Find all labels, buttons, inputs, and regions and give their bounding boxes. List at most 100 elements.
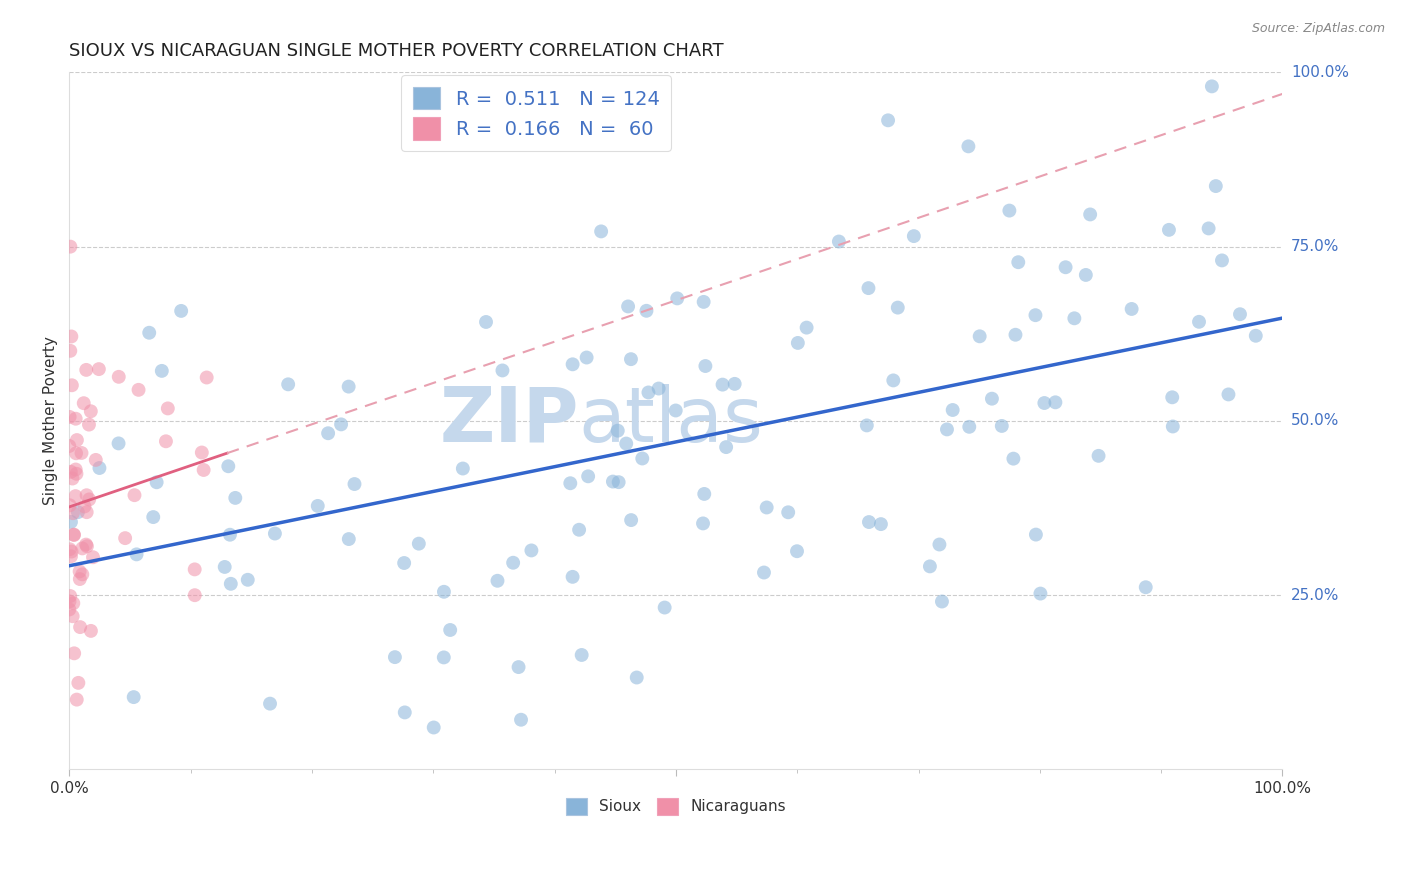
Point xyxy=(1218,387,1240,401)
Point xyxy=(692,516,714,531)
Point xyxy=(107,369,129,384)
Point xyxy=(107,436,129,450)
Point xyxy=(631,451,654,466)
Point xyxy=(903,229,925,244)
Point xyxy=(72,541,94,556)
Point xyxy=(571,648,593,662)
Point xyxy=(1198,221,1220,235)
Point xyxy=(1078,207,1101,221)
Point xyxy=(422,721,444,735)
Point xyxy=(59,465,82,479)
Point xyxy=(666,292,689,306)
Point xyxy=(602,475,624,489)
Point xyxy=(1002,451,1025,466)
Text: ZIP: ZIP xyxy=(439,384,579,458)
Point xyxy=(219,576,242,591)
Point xyxy=(337,532,360,546)
Point xyxy=(636,303,658,318)
Point xyxy=(591,224,613,238)
Point xyxy=(606,424,628,438)
Point xyxy=(184,588,207,602)
Point xyxy=(65,462,87,476)
Point xyxy=(931,594,953,608)
Point xyxy=(755,500,778,515)
Point xyxy=(59,589,82,603)
Point xyxy=(1007,255,1029,269)
Point xyxy=(75,538,97,552)
Point xyxy=(620,352,643,367)
Point xyxy=(1045,395,1067,409)
Point xyxy=(62,471,84,485)
Point xyxy=(561,357,583,371)
Point xyxy=(65,446,87,460)
Point xyxy=(73,500,96,514)
Point xyxy=(942,403,965,417)
Point xyxy=(858,515,880,529)
Point xyxy=(76,505,98,519)
Point xyxy=(142,510,165,524)
Point xyxy=(343,477,366,491)
Point xyxy=(1135,580,1157,594)
Point xyxy=(62,609,84,624)
Point xyxy=(1229,307,1251,321)
Point xyxy=(58,602,80,616)
Point xyxy=(887,301,910,315)
Point xyxy=(1244,328,1267,343)
Point xyxy=(520,543,543,558)
Point xyxy=(433,584,456,599)
Point xyxy=(692,294,714,309)
Point xyxy=(264,526,287,541)
Point xyxy=(1157,223,1180,237)
Point xyxy=(183,562,205,576)
Point xyxy=(620,513,643,527)
Point xyxy=(856,418,879,433)
Point xyxy=(155,434,177,449)
Point xyxy=(58,594,80,608)
Point xyxy=(637,385,659,400)
Point xyxy=(394,706,416,720)
Point xyxy=(1205,179,1227,194)
Point xyxy=(969,329,991,343)
Point xyxy=(714,440,737,454)
Point xyxy=(1054,260,1077,275)
Point xyxy=(66,692,89,706)
Point xyxy=(1033,396,1056,410)
Point xyxy=(560,476,582,491)
Point xyxy=(214,560,236,574)
Point xyxy=(647,382,669,396)
Point xyxy=(65,467,87,481)
Point xyxy=(125,547,148,561)
Point xyxy=(156,401,179,416)
Point xyxy=(508,660,530,674)
Point xyxy=(475,315,498,329)
Point xyxy=(307,499,329,513)
Point xyxy=(72,567,94,582)
Point xyxy=(316,426,339,441)
Point xyxy=(63,646,86,660)
Point xyxy=(59,542,82,557)
Point xyxy=(66,433,89,447)
Point xyxy=(337,379,360,393)
Point xyxy=(80,624,103,638)
Text: 100.0%: 100.0% xyxy=(1291,65,1348,80)
Point xyxy=(614,436,637,450)
Point xyxy=(998,203,1021,218)
Point xyxy=(236,573,259,587)
Point xyxy=(786,335,808,350)
Point xyxy=(77,417,100,432)
Point xyxy=(224,491,246,505)
Point xyxy=(122,690,145,705)
Point xyxy=(128,383,150,397)
Point xyxy=(60,329,83,343)
Point xyxy=(193,463,215,477)
Point xyxy=(69,572,91,586)
Point xyxy=(170,304,193,318)
Text: 25.0%: 25.0% xyxy=(1291,588,1339,603)
Point xyxy=(1161,419,1184,434)
Point xyxy=(561,570,583,584)
Point xyxy=(439,623,461,637)
Point xyxy=(69,565,91,579)
Point xyxy=(695,359,717,373)
Legend: Sioux, Nicaraguans: Sioux, Nicaraguans xyxy=(557,789,794,824)
Point xyxy=(73,396,96,410)
